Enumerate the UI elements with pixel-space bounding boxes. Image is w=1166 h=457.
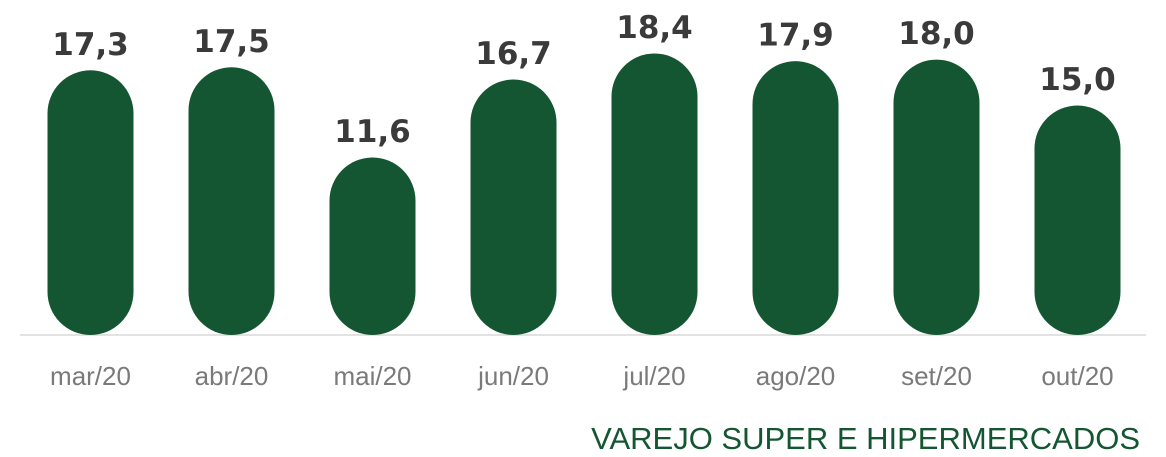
value-label: 11,6 — [334, 114, 411, 150]
x-tick-label: out/20 — [1041, 361, 1113, 391]
x-tick-label: set/20 — [901, 361, 972, 391]
x-tick-label: abr/20 — [195, 361, 269, 391]
bar — [893, 59, 980, 335]
x-tick-label: ago/20 — [756, 361, 836, 391]
x-tick-label: jun/20 — [477, 361, 549, 391]
bar — [752, 61, 839, 335]
value-label: 15,0 — [1039, 62, 1116, 98]
bar — [611, 53, 698, 335]
x-tick-label: mar/20 — [50, 361, 131, 391]
value-label: 17,9 — [757, 18, 834, 54]
value-label: 17,5 — [193, 24, 270, 60]
value-label: 16,7 — [475, 36, 552, 72]
caption: VAREJO SUPER E HIPERMERCADOS — [591, 421, 1140, 456]
value-label: 17,3 — [52, 27, 129, 63]
x-tick-label: jul/20 — [622, 361, 685, 391]
bar — [47, 70, 134, 335]
bar — [329, 157, 416, 335]
bar — [470, 79, 557, 336]
bar — [1034, 105, 1121, 335]
value-label: 18,4 — [616, 10, 693, 46]
x-tick-label: mai/20 — [333, 361, 411, 391]
bar — [188, 67, 275, 335]
value-label: 18,0 — [898, 16, 975, 52]
